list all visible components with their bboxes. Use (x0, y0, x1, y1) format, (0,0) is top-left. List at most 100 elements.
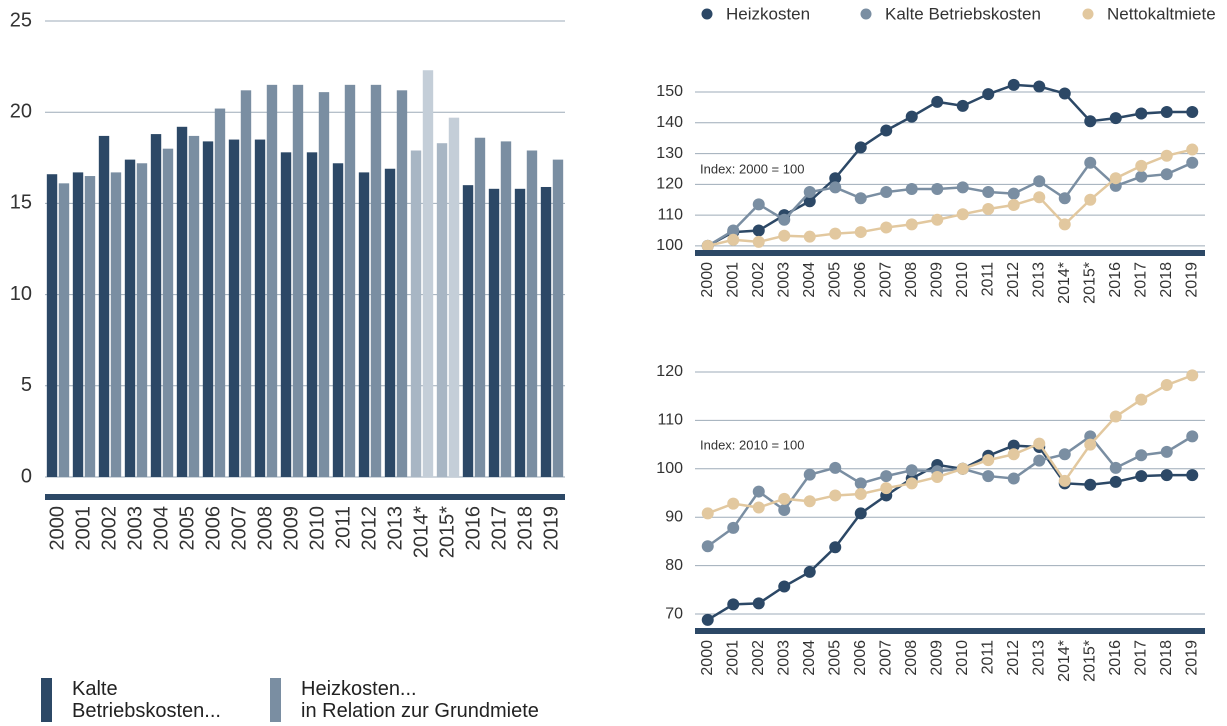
bar (410, 150, 422, 477)
x-tick-label: 2019 (540, 506, 562, 551)
point (1058, 192, 1071, 205)
bar (46, 174, 58, 477)
point (727, 497, 740, 510)
point (701, 239, 714, 252)
bar (84, 176, 96, 478)
bar (58, 183, 70, 477)
point (956, 462, 969, 475)
x-tick-label: 2009 (928, 640, 945, 676)
point (931, 213, 944, 226)
point (1109, 475, 1122, 488)
x-tick-label: 2004 (801, 262, 818, 298)
y-tick-label: 110 (657, 412, 683, 429)
legend-label: Kalte Betriebskosten... (72, 678, 221, 722)
bar (318, 92, 330, 478)
bar (150, 134, 162, 477)
point (1186, 369, 1199, 382)
point (854, 487, 867, 500)
point (1033, 454, 1046, 467)
point (982, 186, 995, 199)
x-tick-label: 2001 (72, 506, 94, 551)
point (1109, 112, 1122, 125)
legend-label: Heizkosten (726, 4, 810, 23)
point (1135, 159, 1148, 172)
x-tick-label: 2014* (410, 506, 432, 558)
point (1058, 448, 1071, 461)
point (829, 227, 842, 240)
point (982, 454, 995, 467)
y-tick-label: 140 (656, 114, 683, 131)
bar (448, 117, 460, 477)
x-tick-label: 2005 (826, 262, 843, 298)
x-tick-label: 2002 (750, 640, 767, 676)
point (854, 141, 867, 154)
point (752, 198, 765, 211)
legend-label: Kalte Betriebskosten (885, 4, 1041, 23)
x-tick-label: 2014* (1056, 640, 1073, 682)
x-tick-label: 2004 (801, 640, 818, 676)
x-tick-label: 2007 (228, 506, 250, 551)
point (752, 224, 765, 237)
y-tick-label: 100 (656, 460, 683, 477)
x-tick-label: 2009 (928, 262, 945, 298)
point (1135, 170, 1148, 183)
point (1186, 430, 1199, 443)
bar (202, 141, 214, 477)
point (803, 230, 816, 243)
x-tick-label: 2003 (124, 506, 146, 551)
x-tick-label: 2006 (852, 640, 869, 676)
point (1033, 437, 1046, 450)
y-tick-label: 0 (21, 465, 32, 487)
bar (136, 163, 148, 477)
x-tick-label: 2012 (1005, 640, 1022, 676)
bar (396, 90, 408, 477)
y-tick-label: 120 (656, 176, 683, 193)
x-tick-label: 2001 (724, 640, 741, 676)
x-tick-label: 2012 (1005, 262, 1022, 298)
point (1058, 218, 1071, 231)
y-tick-label: 15 (10, 192, 32, 214)
x-tick-label: 2013 (1030, 640, 1047, 676)
point (778, 580, 791, 593)
bar (266, 84, 278, 477)
point (1007, 439, 1020, 452)
point (1007, 198, 1020, 211)
point (778, 229, 791, 242)
point (956, 99, 969, 112)
x-tick-label: 2017 (488, 506, 510, 551)
point (752, 597, 765, 610)
bar (384, 168, 396, 477)
point (701, 540, 714, 553)
point (1186, 106, 1199, 119)
bar (292, 84, 304, 477)
bar (462, 185, 474, 477)
point (1058, 87, 1071, 100)
point (1160, 149, 1173, 162)
x-tick-label: 2000 (699, 640, 716, 676)
point (1084, 193, 1097, 206)
x-tick-label: 2010 (306, 506, 328, 551)
y-tick-label: 10 (10, 283, 32, 305)
point (1084, 430, 1097, 443)
point (1160, 106, 1173, 119)
x-tick-label: 2016 (1107, 262, 1124, 298)
x-tick-label: 2018 (514, 506, 536, 551)
x-tick-label: 2008 (903, 262, 920, 298)
point (727, 224, 740, 237)
point (1135, 470, 1148, 483)
point (1160, 445, 1173, 458)
point (880, 482, 893, 495)
point (1186, 156, 1199, 169)
bar (540, 186, 552, 477)
point (956, 208, 969, 221)
x-tick-label: 2019 (1183, 640, 1200, 676)
y-tick-label: 90 (665, 508, 683, 525)
bar (176, 126, 188, 478)
x-tick-label: 2016 (462, 506, 484, 551)
bar (214, 108, 226, 477)
bar (344, 84, 356, 477)
x-tick-label: 2000 (46, 506, 68, 551)
x-tick-label: 2011 (979, 640, 996, 675)
point (803, 565, 816, 578)
legend-swatch (41, 678, 52, 722)
